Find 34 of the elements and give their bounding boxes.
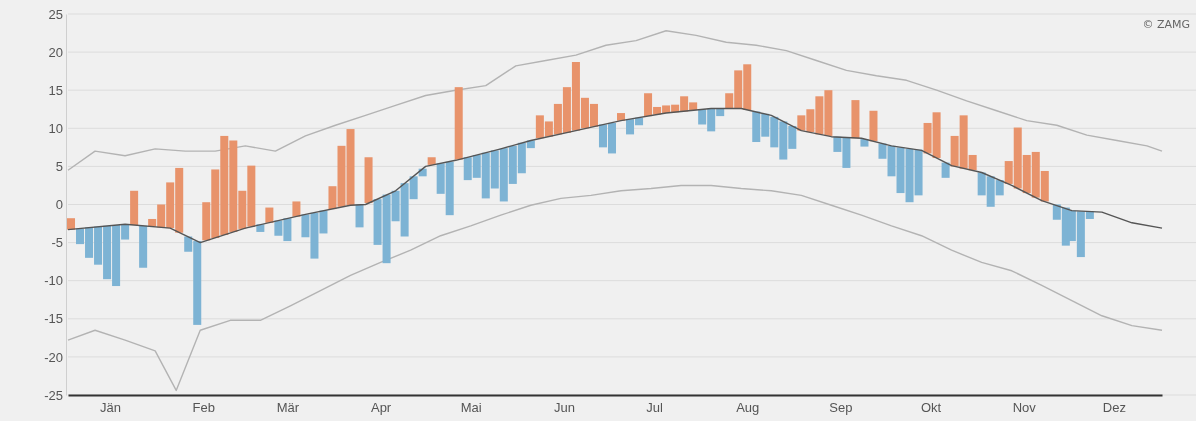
y-tick-label: 20 (48, 44, 63, 60)
bar (355, 204, 364, 228)
y-tick-label: -20 (44, 349, 63, 365)
bar (454, 87, 463, 160)
x-tick-label: Aug (736, 400, 760, 416)
x-tick-label: Okt (920, 400, 942, 416)
annotation: © ZAMG (1142, 18, 1190, 31)
y-tick-label: -15 (44, 311, 63, 327)
x-tick-label: Nov (1012, 400, 1037, 416)
y-tick-label: -25 (44, 387, 63, 403)
y-tick-label: 10 (48, 120, 63, 136)
y-tick-label: -10 (44, 273, 63, 289)
x-tick-label: Apr (370, 400, 392, 416)
y-tick-label: 25 (48, 6, 63, 22)
bar (427, 157, 436, 165)
bar (860, 138, 869, 147)
x-tick-label: Sep (829, 400, 853, 416)
x-tick-label: Jän (100, 400, 122, 416)
bar (869, 110, 878, 142)
bar (941, 162, 950, 178)
x-tick-label: Mai (460, 400, 482, 416)
y-tick-label: -5 (51, 235, 63, 251)
x-tick-label: Mär (276, 400, 300, 416)
y-tick-label: 5 (55, 159, 63, 175)
x-tick-label: Jun (553, 400, 575, 416)
y-tick-label: 15 (48, 82, 63, 98)
x-tick-label: Feb (192, 400, 215, 416)
bar (364, 157, 373, 203)
bar (292, 201, 301, 217)
x-tick-label: Jul (646, 400, 663, 416)
y-tick-label: 0 (55, 197, 63, 213)
bar (851, 100, 860, 139)
x-tick-label: Dez (1102, 400, 1126, 416)
bar (265, 207, 274, 223)
